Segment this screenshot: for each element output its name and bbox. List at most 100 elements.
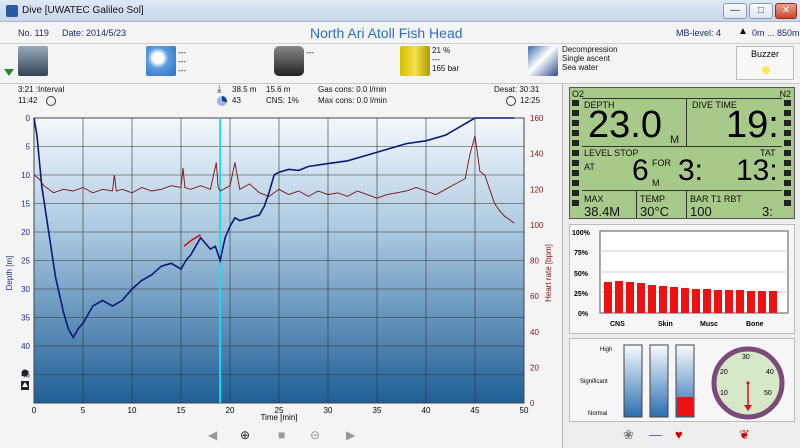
svg-text:Bone: Bone <box>746 321 764 328</box>
surface-interval: 3:21 :Interval <box>18 85 65 94</box>
y2-tick-label: 120 <box>530 185 544 194</box>
weather-line-3: --- <box>178 66 186 75</box>
max-depth: 38.5 m <box>232 85 257 94</box>
dive-profile-chart[interactable]: 0510152025303540455005101520253035404502… <box>0 108 562 424</box>
tissue-saturation-panel: 100% 75% 50% 25% 0% CNS Skin Musc Bone <box>569 224 795 334</box>
y-axis-label: Depth [m] <box>5 256 14 291</box>
y-tick-label: 20 <box>21 228 30 237</box>
weather-icon[interactable] <box>146 46 176 76</box>
fins-icon[interactable]: ❀ <box>623 427 634 442</box>
gas-line-2: --- <box>432 55 440 64</box>
svg-text:Normal: Normal <box>588 411 607 417</box>
buzzer-panel[interactable]: Buzzer <box>736 46 794 80</box>
y-tick-label: 5 <box>26 143 31 152</box>
y2-tick-label: 20 <box>530 363 539 372</box>
clock-icon <box>46 96 56 106</box>
x-tick-label: 25 <box>275 406 284 415</box>
svg-text:High: High <box>600 347 612 353</box>
dive-computer-display: O2 N2 DEPTH 23.0 M DIVE TIME 19: LEVEL S… <box>569 87 795 219</box>
dive-type-1: Decompression <box>562 45 618 54</box>
gas-consumption: Gas cons: 0.0 l/min <box>318 85 387 94</box>
tank-pressure: 165 bar <box>432 64 460 73</box>
svg-text:50%: 50% <box>574 271 589 278</box>
svg-text:20: 20 <box>720 369 728 376</box>
svg-text:25%: 25% <box>574 291 589 298</box>
svg-text:30: 30 <box>742 354 750 361</box>
weather-line-2: --- <box>178 57 186 66</box>
max-consumption: Max cons: 0.0 l/min <box>318 96 387 105</box>
ascent-warning-icon <box>21 369 29 390</box>
svg-text:10: 10 <box>720 390 728 397</box>
y2-tick-label: 100 <box>530 221 544 230</box>
svg-text:100%: 100% <box>572 230 591 237</box>
y2-tick-label: 140 <box>530 150 544 159</box>
y-tick-label: 30 <box>21 285 30 294</box>
cns-pie-icon <box>217 96 227 106</box>
tank-icon[interactable] <box>400 46 430 76</box>
thermometer-icon[interactable]: — <box>649 427 662 442</box>
dive-type-icon[interactable] <box>528 46 558 76</box>
x-tick-label: 20 <box>226 406 235 415</box>
expand-arrow-icon[interactable] <box>4 69 14 76</box>
y2-axis-label: Heart rate [bpm] <box>544 244 553 302</box>
svg-text:Significant: Significant <box>580 379 608 385</box>
cns-percent: CNS: 1% <box>266 96 299 105</box>
cns-value: 43 <box>232 96 241 105</box>
previous-icon[interactable]: ◀ <box>208 428 218 442</box>
zoom-out-icon[interactable]: ⊖ <box>310 428 321 442</box>
dive-site[interactable]: North Ari Atoll Fish Head <box>310 25 463 41</box>
y-tick-label: 15 <box>21 200 30 209</box>
altitude-range: 0m ... 850m <box>752 28 800 38</box>
svg-text:Musc: Musc <box>700 321 718 328</box>
o2-bargraph <box>572 100 580 218</box>
stop-icon[interactable]: ■ <box>278 428 286 442</box>
svg-text:CNS: CNS <box>610 321 625 328</box>
zoom-in-icon[interactable]: ⊕ <box>240 428 251 442</box>
entry-time: 11:42 <box>18 96 38 105</box>
side-panel: O2 N2 DEPTH 23.0 M DIVE TIME 19: LEVEL S… <box>562 84 800 448</box>
exit-clock-icon <box>506 96 516 106</box>
dive-date: Date: 2014/5/23 <box>62 28 127 38</box>
y-tick-label: 25 <box>21 257 30 266</box>
heart-icon[interactable]: ♥ <box>675 427 683 442</box>
x-tick-label: 40 <box>422 406 431 415</box>
tissue-saturation-chart: 100% 75% 50% 25% 0% CNS Skin Musc Bone <box>572 230 789 328</box>
y2-tick-label: 80 <box>530 257 539 266</box>
conditions-bar: --- --- --- --- 21 % --- 165 bar Decompr… <box>0 44 800 84</box>
buzzer-label: Buzzer <box>750 49 779 59</box>
weather-line-1: --- <box>178 48 186 57</box>
dive-number: No. 119 <box>18 28 49 38</box>
y2-tick-label: 160 <box>530 114 544 123</box>
avg-depth: 15.6 m <box>266 85 291 94</box>
x-tick-label: 30 <box>324 406 333 415</box>
minimize-button[interactable]: — <box>723 3 747 19</box>
depth-line <box>33 117 515 340</box>
camera-value: --- <box>306 48 314 57</box>
y-tick-label: 40 <box>21 342 30 351</box>
exit-time: 12:25 <box>520 96 541 105</box>
dive-info-bar: No. 119 Date: 2014/5/23 North Ari Atoll … <box>0 22 800 44</box>
depth-warning-segment <box>183 234 202 247</box>
divers-buddy-icon[interactable] <box>18 46 48 76</box>
dive-stats: 3:21 :Interval 11:42 ⤓ 38.5 m 43 15.6 m … <box>0 84 562 108</box>
next-icon[interactable]: ▶ <box>346 428 356 442</box>
dive-type-2: Single ascent <box>562 54 611 63</box>
title-bar: Dive [UWATEC Galileo Sol] — □ ✕ <box>0 0 800 22</box>
x-axis-label: Time [min] <box>260 413 297 422</box>
svg-text:40: 40 <box>766 369 774 376</box>
x-tick-label: 5 <box>81 406 86 415</box>
workload-panel: High Significant Normal 30 20 40 10 50 <box>569 338 795 422</box>
oxygen-percent: 21 % <box>432 46 451 55</box>
workload-gauges: High Significant Normal 30 20 40 10 50 <box>580 344 785 420</box>
bottom-icons: ❀ — ♥ ❦ <box>569 424 795 446</box>
x-tick-label: 50 <box>520 406 529 415</box>
y2-tick-label: 0 <box>530 399 535 408</box>
maximize-button[interactable]: □ <box>749 3 773 19</box>
n2-bargraph <box>784 100 792 218</box>
camera-icon[interactable] <box>274 46 304 76</box>
lungs-icon[interactable]: ❦ <box>739 427 750 442</box>
dive-type-3: Sea water <box>562 63 599 72</box>
svg-text:50: 50 <box>764 390 772 397</box>
close-button[interactable]: ✕ <box>775 3 797 19</box>
svg-text:Skin: Skin <box>658 321 673 328</box>
